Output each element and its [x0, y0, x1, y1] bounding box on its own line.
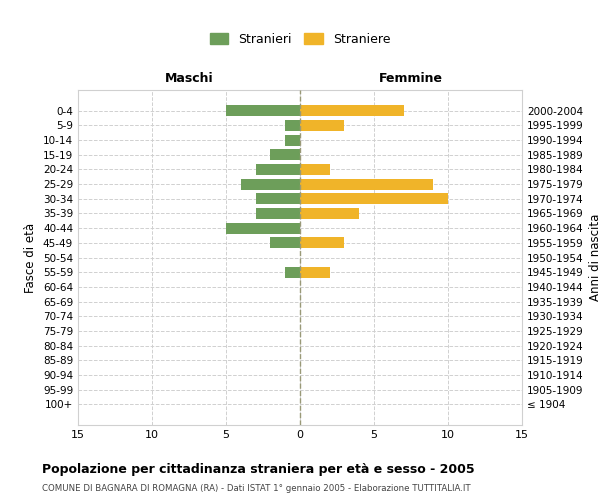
Bar — [241, 178, 300, 190]
Bar — [285, 120, 300, 131]
Bar — [300, 178, 433, 190]
Bar — [226, 105, 300, 116]
Bar — [285, 134, 300, 145]
Bar — [300, 194, 448, 204]
Text: Popolazione per cittadinanza straniera per età e sesso - 2005: Popolazione per cittadinanza straniera p… — [42, 462, 475, 475]
Bar — [285, 266, 300, 278]
Bar — [300, 238, 344, 248]
Bar — [226, 222, 300, 234]
Y-axis label: Fasce di età: Fasce di età — [25, 222, 37, 292]
Bar — [256, 208, 300, 219]
Bar — [300, 105, 404, 116]
Bar — [256, 164, 300, 175]
Legend: Stranieri, Straniere: Stranieri, Straniere — [206, 29, 394, 50]
Bar — [271, 238, 300, 248]
Bar — [256, 194, 300, 204]
Bar — [271, 150, 300, 160]
Bar — [300, 208, 359, 219]
Bar — [300, 164, 329, 175]
Bar — [300, 266, 329, 278]
Y-axis label: Anni di nascita: Anni di nascita — [589, 214, 600, 301]
Bar — [300, 120, 344, 131]
Text: COMUNE DI BAGNARA DI ROMAGNA (RA) - Dati ISTAT 1° gennaio 2005 - Elaborazione TU: COMUNE DI BAGNARA DI ROMAGNA (RA) - Dati… — [42, 484, 470, 493]
